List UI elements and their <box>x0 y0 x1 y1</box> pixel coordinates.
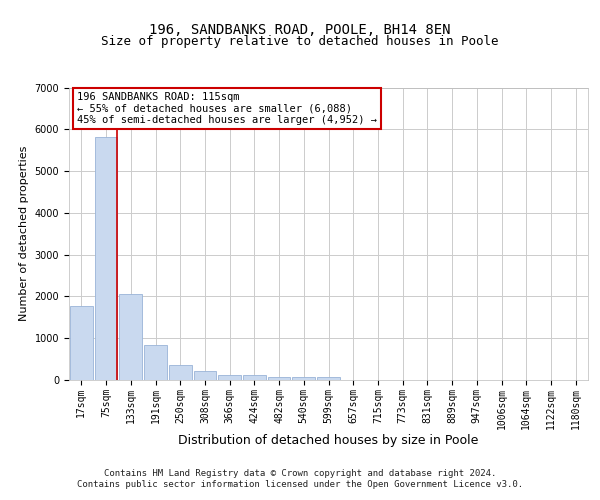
Bar <box>169 364 191 380</box>
Text: Contains public sector information licensed under the Open Government Licence v3: Contains public sector information licen… <box>77 480 523 489</box>
Bar <box>144 346 167 380</box>
Bar <box>218 376 241 380</box>
Bar <box>268 378 290 380</box>
Y-axis label: Number of detached properties: Number of detached properties <box>19 146 29 322</box>
Bar <box>119 294 142 380</box>
Bar <box>194 371 216 380</box>
Bar <box>243 376 266 380</box>
Bar <box>317 378 340 380</box>
Bar <box>292 378 315 380</box>
Bar <box>70 306 93 380</box>
Text: Contains HM Land Registry data © Crown copyright and database right 2024.: Contains HM Land Registry data © Crown c… <box>104 469 496 478</box>
Text: 196 SANDBANKS ROAD: 115sqm
← 55% of detached houses are smaller (6,088)
45% of s: 196 SANDBANKS ROAD: 115sqm ← 55% of deta… <box>77 92 377 125</box>
Text: Size of property relative to detached houses in Poole: Size of property relative to detached ho… <box>101 35 499 48</box>
X-axis label: Distribution of detached houses by size in Poole: Distribution of detached houses by size … <box>178 434 479 448</box>
Text: 196, SANDBANKS ROAD, POOLE, BH14 8EN: 196, SANDBANKS ROAD, POOLE, BH14 8EN <box>149 22 451 36</box>
Bar <box>95 137 118 380</box>
